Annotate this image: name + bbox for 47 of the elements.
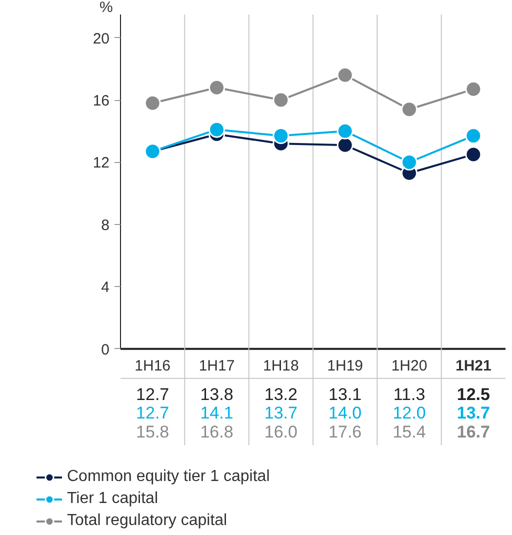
x-tick-label: 1H21 xyxy=(455,357,492,374)
data-label: 12.5 xyxy=(456,384,490,404)
legend-label: Total regulatory capital xyxy=(67,511,228,531)
x-tick-label: 1H18 xyxy=(262,357,299,374)
point xyxy=(401,154,418,170)
data-label: 16.7 xyxy=(456,422,490,442)
data-label: 12.7 xyxy=(136,384,170,404)
data-label: 15.8 xyxy=(136,422,170,442)
y-tick-label: 12 xyxy=(92,154,110,172)
data-label: 12.0 xyxy=(392,404,426,423)
data-label: 12.7 xyxy=(136,404,170,423)
data-label: 14.0 xyxy=(328,404,362,423)
data-label: 11.3 xyxy=(393,384,426,404)
point xyxy=(465,128,482,144)
point xyxy=(208,79,225,96)
x-tick-label: 1H20 xyxy=(391,357,428,374)
x-tick-label: 1H16 xyxy=(134,357,171,374)
point xyxy=(272,92,290,108)
y-tick-label: 4 xyxy=(101,279,110,296)
y-tick-label: 16 xyxy=(92,92,110,110)
point xyxy=(336,136,354,154)
data-label: 13.2 xyxy=(264,384,298,404)
y-tick-label: 20 xyxy=(92,30,110,48)
point xyxy=(208,121,225,138)
data-label: 13.8 xyxy=(200,384,234,404)
point xyxy=(336,122,354,140)
data-label: 13.1 xyxy=(328,384,362,404)
x-tick-label: 1H19 xyxy=(327,357,364,374)
data-label: 16.8 xyxy=(200,422,234,442)
data-label: 17.6 xyxy=(328,422,362,442)
data-label: 13.7 xyxy=(264,404,298,423)
x-tick-label: 1H17 xyxy=(198,357,235,374)
point xyxy=(401,101,418,118)
point xyxy=(336,66,354,84)
legend-label: Tier 1 capital xyxy=(67,489,158,509)
point xyxy=(272,128,290,144)
data-label: 14.1 xyxy=(200,404,234,423)
data-label: 16.0 xyxy=(264,422,298,442)
y-tick-label: 0 xyxy=(101,341,110,358)
data-label: 13.7 xyxy=(456,404,490,423)
y-axis-title: % xyxy=(99,0,113,16)
point xyxy=(144,94,161,112)
point xyxy=(465,80,482,98)
y-tick-label: 8 xyxy=(101,216,110,234)
legend-label: Common equity tier 1 capital xyxy=(67,467,270,487)
data-label: 15.4 xyxy=(392,422,426,442)
point xyxy=(465,146,482,163)
